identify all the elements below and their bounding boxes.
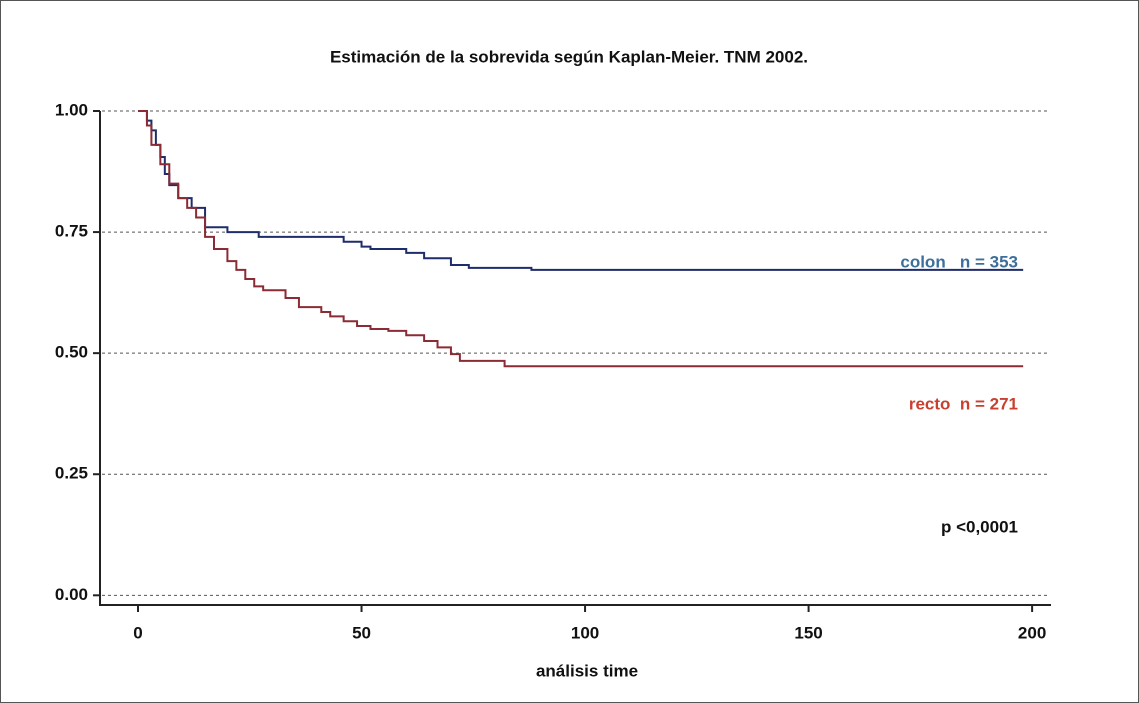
- y-tick-label: 0.25: [55, 464, 88, 483]
- y-tick-label: 0.00: [55, 585, 88, 604]
- y-tick-label: 0.75: [55, 222, 88, 241]
- x-tick-label: 0: [133, 623, 142, 642]
- annotation: p <0,0001: [941, 517, 1018, 536]
- chart-title: Estimación de la sobrevida según Kaplan-…: [330, 47, 808, 66]
- legend-label: colon n = 353: [900, 252, 1018, 271]
- x-axis-label: análisis time: [536, 661, 638, 680]
- x-tick-label: 150: [794, 623, 822, 642]
- x-tick-label: 100: [571, 623, 599, 642]
- y-tick-label: 1.00: [55, 100, 88, 119]
- x-tick-label: 200: [1018, 623, 1046, 642]
- legend-label: recto n = 271: [909, 394, 1018, 413]
- survival-line: [138, 110, 1024, 368]
- y-tick-label: 0.50: [55, 343, 88, 362]
- x-tick-label: 50: [352, 623, 371, 642]
